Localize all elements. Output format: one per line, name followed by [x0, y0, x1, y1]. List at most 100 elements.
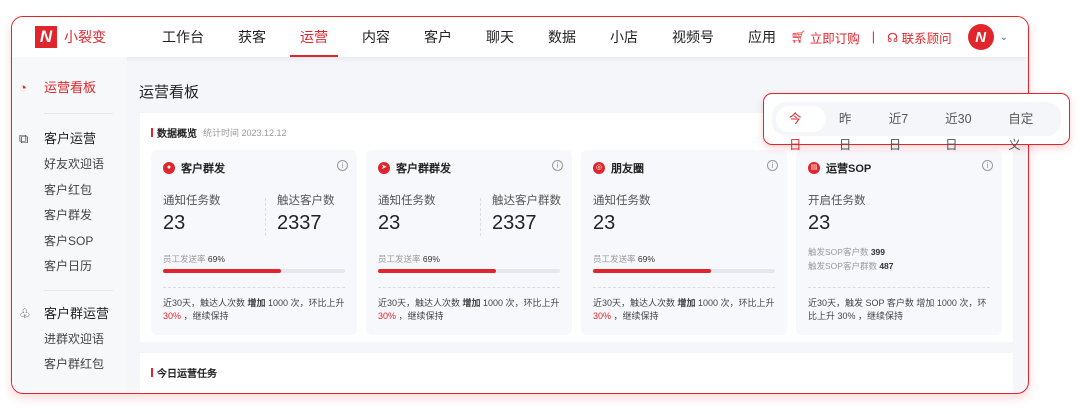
progress-fill	[593, 269, 712, 273]
nav-acquire[interactable]: 获客	[238, 29, 266, 45]
metric-value: 23	[808, 212, 831, 234]
divider	[808, 287, 990, 288]
top-header: N 小裂变 工作台 获客 运营 内容 客户 聊天 数据 小店 视频号 应用 🛒︎ …	[12, 17, 1028, 57]
l: 触发SOP客户数	[808, 247, 869, 257]
logo[interactable]: N 小裂变	[35, 26, 145, 48]
chevron-down-icon[interactable]: ⌄	[999, 31, 1008, 43]
pie-chart-icon: ◔	[19, 80, 27, 95]
divider	[378, 287, 560, 288]
sop-stat: 触发SOP客户数 399	[808, 246, 885, 258]
date-filter-popover: 今日 昨日 近7日 近30日 自定义	[763, 93, 1070, 152]
metric-value: 23	[163, 212, 186, 234]
rate-value: 69%	[422, 254, 440, 264]
info-icon[interactable]: i	[982, 160, 993, 171]
t: 1000 次，环比上升	[480, 298, 560, 308]
sidebar-item[interactable]: 客户群红包	[44, 357, 105, 371]
today-tasks-panel: 今日运营任务	[140, 353, 1013, 393]
sidebar-item[interactable]: 客户SOP	[44, 233, 94, 248]
rate-label: 员工发送率	[593, 254, 636, 264]
stat-time: 统计时间 2023.12.12	[203, 128, 287, 138]
progress-bar	[163, 269, 345, 273]
trend-text: 近30天，触达人次数 增加 1000 次，环比上升 30% ，继续保持	[593, 297, 775, 323]
nav-customers[interactable]: 客户	[424, 29, 452, 45]
t: 近30天，触达人次数	[593, 298, 678, 308]
sop-icon: ▤	[808, 162, 820, 174]
main-nav: 工作台 获客 运营 内容 客户 聊天 数据 小店 视频号 应用	[145, 17, 793, 57]
v: 487	[879, 261, 894, 271]
date-option-custom[interactable]: 自定义	[1008, 112, 1034, 152]
section-label: 数据概览	[157, 129, 197, 140]
info-icon[interactable]: i	[767, 160, 778, 171]
trend-text: 近30天，触达人次数 增加 1000 次，环比上升 30% ，继续保持	[378, 297, 560, 323]
sidebar-item-dashboard[interactable]: ◔ 运营看板	[12, 75, 127, 101]
nav-operations[interactable]: 运营	[283, 17, 345, 57]
card-sop: ▤ 运营SOP i 开启任务数 23 触发SOP客户数 399 触发SOP客户群数…	[796, 150, 1002, 335]
divider	[44, 289, 113, 291]
metric-value: 23	[378, 212, 401, 234]
nav-apps[interactable]: 应用	[748, 29, 776, 45]
send-icon: ➤	[378, 162, 390, 174]
sidebar-item[interactable]: 进群欢迎语	[44, 331, 105, 346]
trend-text: 近30天，触发 SOP 客户数 增加 1000 次，环比上升 30% ，继续保持	[808, 298, 987, 321]
metric-value: 2337	[277, 212, 322, 234]
progress-bar	[378, 269, 560, 273]
headset-icon: ☊	[887, 30, 899, 45]
card-moments: ◎ 朋友圈 i 通知任务数 23 员工发送率 69% 近30天，触达人次数 增加 …	[581, 150, 787, 335]
card-title: 朋友圈	[611, 163, 644, 175]
trend-percent: 30%	[593, 311, 612, 321]
info-icon[interactable]: i	[552, 160, 563, 171]
card-group-broadcast: ➤ 客户群群发 i 通知任务数 23 触达客户群数 2337 员工发送率 69% …	[366, 150, 572, 335]
sidebar-item[interactable]: 客户群发	[44, 208, 93, 222]
label: 运营看板	[44, 80, 97, 95]
metric-label: 通知任务数	[378, 195, 436, 207]
sidebar-group-customer-ops[interactable]: ⧉ 客户运营	[12, 126, 127, 152]
sidebar-item[interactable]: 客户日历	[44, 259, 93, 273]
progress-fill	[378, 269, 497, 273]
rate-value: 69%	[637, 254, 655, 264]
rate-text: 员工发送率 69%	[593, 253, 655, 265]
card-title: 客户群群发	[396, 163, 451, 175]
metric-label: 通知任务数	[163, 195, 221, 207]
nav-content[interactable]: 内容	[362, 29, 390, 45]
rate-label: 员工发送率	[163, 254, 206, 264]
customer-ops-icon: ⧉	[19, 131, 29, 146]
broadcast-icon: ●	[163, 162, 175, 174]
divider	[480, 198, 481, 236]
progress-bar	[593, 269, 775, 273]
avatar[interactable]: N	[967, 24, 994, 50]
nav-data[interactable]: 数据	[548, 29, 576, 45]
date-option-30d[interactable]: 近30日	[945, 112, 972, 152]
t: 1000 次，环比上升	[265, 298, 345, 308]
section-title: 今日运营任务	[151, 365, 217, 380]
buy-link[interactable]: 立即订购	[809, 31, 860, 46]
sidebar: ◔ 运营看板 ⧉ 客户运营 好友欢迎语 客户红包 客户群发 客户SOP 客户日历 ♧…	[12, 57, 127, 393]
metric-value: 2337	[492, 212, 537, 234]
nav-workbench[interactable]: 工作台	[162, 29, 204, 45]
app-window: N 小裂变 工作台 获客 运营 内容 客户 聊天 数据 小店 视频号 应用 🛒︎ …	[11, 16, 1029, 394]
nav-chat[interactable]: 聊天	[486, 29, 514, 45]
date-option-today[interactable]: 今日	[776, 106, 826, 152]
sidebar-item[interactable]: 客户红包	[44, 182, 93, 197]
t: 近30天，触达人次数	[378, 298, 463, 308]
sidebar-item[interactable]: 好友欢迎语	[44, 157, 105, 171]
main-content: 运营看板 数据概览 统计时间 2023.12.12 ● 客户群发 i 通知任务数 2…	[139, 57, 1028, 393]
trend-percent: 30%	[163, 311, 182, 321]
label: 客户运营	[44, 131, 97, 146]
nav-video[interactable]: 视频号	[672, 29, 714, 45]
rate-value: 69%	[207, 254, 225, 264]
moments-icon: ◎	[593, 162, 605, 174]
date-option-7d[interactable]: 近7日	[888, 112, 909, 152]
rate-text: 员工发送率 69%	[378, 253, 440, 265]
sidebar-group-group-ops[interactable]: ♧ 客户群运营	[12, 301, 127, 327]
v: 399	[870, 247, 886, 257]
label: 客户群运营	[44, 305, 110, 321]
date-option-yesterday[interactable]: 昨日	[838, 112, 852, 152]
info-icon[interactable]: i	[337, 160, 348, 171]
sop-stat: 触发SOP客户群数 487	[808, 260, 894, 272]
app-name: 小裂变	[64, 29, 106, 45]
metric-label: 通知任务数	[593, 195, 651, 207]
overview-panel: 数据概览 统计时间 2023.12.12 ● 客户群发 i 通知任务数 23 触达客…	[140, 113, 1013, 342]
nav-shop[interactable]: 小店	[610, 29, 638, 45]
contact-link[interactable]: 联系顾问	[901, 31, 952, 46]
card-customer-broadcast: ● 客户群发 i 通知任务数 23 触达客户数 2337 员工发送率 69% 近3…	[151, 150, 357, 335]
